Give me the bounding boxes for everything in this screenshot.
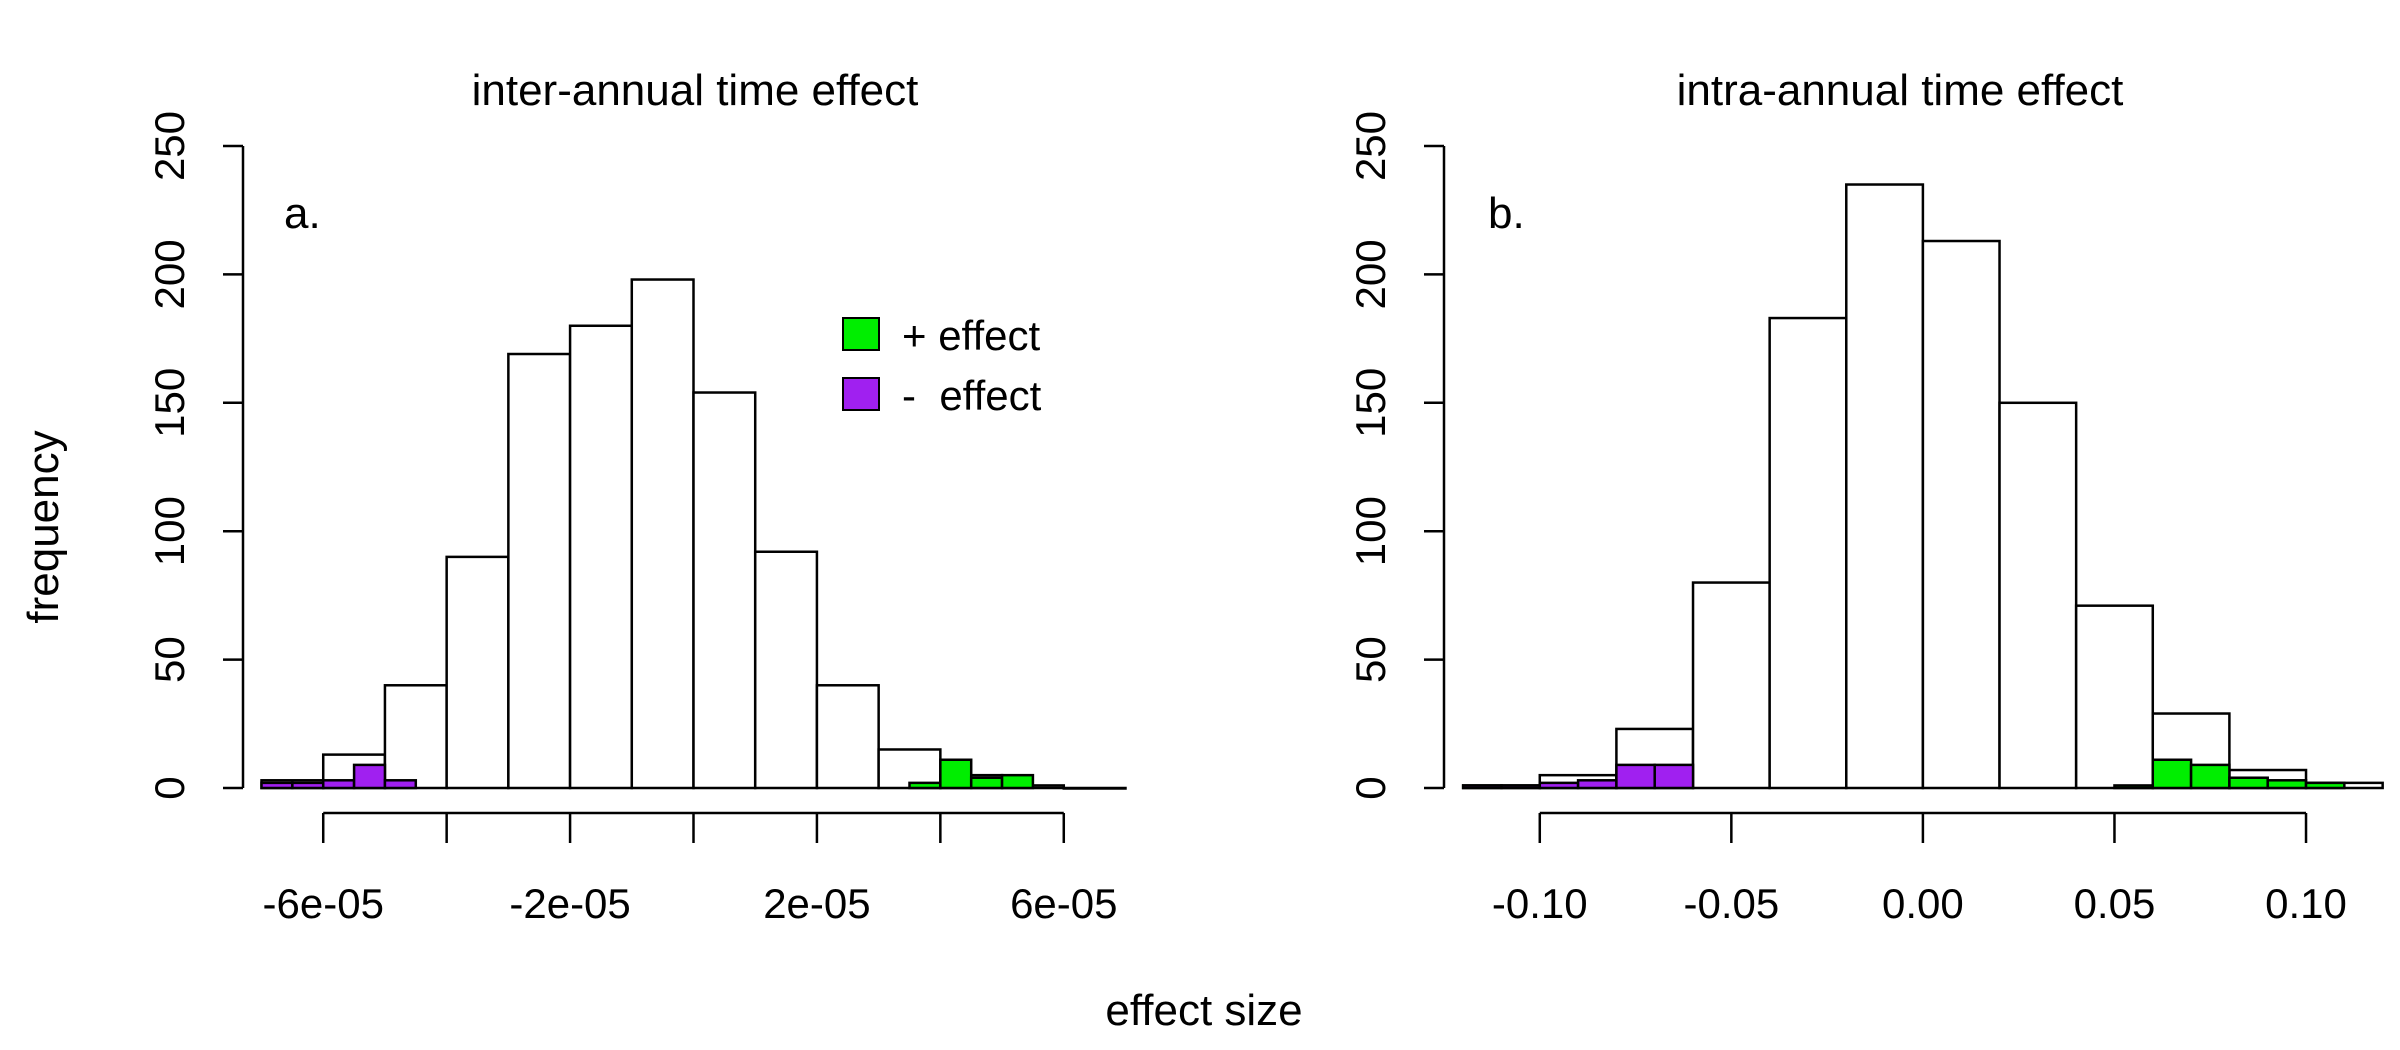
y-tick-label: 250 <box>146 111 193 181</box>
positive-effect-bar <box>1000 773 1035 790</box>
histogram-bar <box>1921 239 2001 790</box>
negative-effect-bar <box>291 781 325 790</box>
panel-intra-annual: intra-annual time effect b. 0 50 100 150 200… <box>1347 66 2384 927</box>
x-tick-label: 0.00 <box>1882 880 1964 927</box>
y-tick-label: 200 <box>146 239 193 309</box>
histogram-plot: 0 50 100 150 200 250 -6e-05 -2e-05 2e-05 6e-05 <box>146 111 1127 927</box>
negative-effect-bar <box>1615 763 1656 790</box>
shared-ylabel: frequency <box>19 430 68 623</box>
legend-label-negative: - effect <box>902 372 1042 419</box>
y-tick-label: 50 <box>146 636 193 683</box>
chart-title: intra-annual time effect <box>1677 66 2124 115</box>
positive-effect-bar <box>2228 776 2269 790</box>
panel-label: a. <box>284 189 321 238</box>
histogram-bar <box>1062 786 1127 790</box>
x-tick-label: 0.10 <box>2265 880 2347 927</box>
legend-swatch-positive <box>842 317 880 351</box>
positive-effect-bar <box>2304 781 2346 790</box>
negative-effect-bar <box>321 779 356 790</box>
y-tick-label: 150 <box>146 368 193 438</box>
histogram-bar <box>630 278 695 790</box>
histogram-bar <box>1691 581 1771 790</box>
negative-effect-bar <box>1653 763 1695 790</box>
positive-effect-bar <box>969 776 1004 790</box>
x-tick-label: -2e-05 <box>509 880 630 927</box>
y-tick-label: 50 <box>1347 636 1394 683</box>
x-tick-label: -6e-05 <box>263 880 384 927</box>
x-tick-label: 6e-05 <box>1010 880 1117 927</box>
negative-effect-bar <box>1576 779 1618 790</box>
negative-effect-bar <box>1538 781 1580 790</box>
histogram-bar <box>1845 183 1925 790</box>
y-tick-label: 200 <box>1347 239 1394 309</box>
legend-swatch-negative <box>842 377 880 411</box>
histogram-bar <box>1768 316 1848 790</box>
histogram-bar <box>753 550 819 790</box>
positive-effect-bar <box>2189 763 2231 790</box>
negative-effect-bar <box>352 763 387 790</box>
y-tick-label: 0 <box>1347 776 1394 799</box>
histogram-bar <box>815 684 880 790</box>
y-tick-label: 100 <box>146 496 193 566</box>
positive-effect-bar <box>2266 779 2308 790</box>
y-tick-label: 0 <box>146 776 193 799</box>
panel-label: b. <box>1488 189 1525 238</box>
chart-title: inter-annual time effect <box>472 66 919 115</box>
positive-effect-bar <box>908 781 942 790</box>
negative-effect-bar <box>1500 784 1542 790</box>
legend: + effect - effect <box>842 312 1042 419</box>
legend-label-positive: + effect <box>902 312 1040 359</box>
positive-effect-bar <box>2151 758 2193 790</box>
x-tick-label: 0.05 <box>2074 880 2156 927</box>
y-tick-label: 150 <box>1347 368 1394 438</box>
panel-inter-annual: inter-annual time effect a. 0 50 100 150 200… <box>146 66 1127 927</box>
histogram-bar <box>2074 604 2155 790</box>
negative-effect-bar <box>383 779 418 790</box>
x-tick-label: -0.05 <box>1683 880 1779 927</box>
histogram-bar <box>383 684 448 790</box>
y-tick-label: 100 <box>1347 496 1394 566</box>
shared-xlabel: effect size <box>1105 986 1302 1035</box>
positive-effect-bar <box>939 758 973 790</box>
histogram-bar <box>445 555 510 790</box>
x-tick-label: 2e-05 <box>763 880 870 927</box>
histogram-bar <box>1998 401 2078 790</box>
histogram-bar <box>507 352 572 790</box>
positive-effect-bar <box>2113 784 2155 790</box>
negative-effect-bar <box>1461 784 1503 790</box>
histogram-bar <box>568 324 634 790</box>
negative-effect-bar <box>260 781 294 790</box>
histogram-plot: 0 50 100 150 200 250 -0.10 -0.05 0.00 0.05 0.10 <box>1347 111 2384 927</box>
x-tick-label: -0.10 <box>1492 880 1588 927</box>
histogram-bar <box>692 391 757 790</box>
y-tick-label: 250 <box>1347 111 1394 181</box>
